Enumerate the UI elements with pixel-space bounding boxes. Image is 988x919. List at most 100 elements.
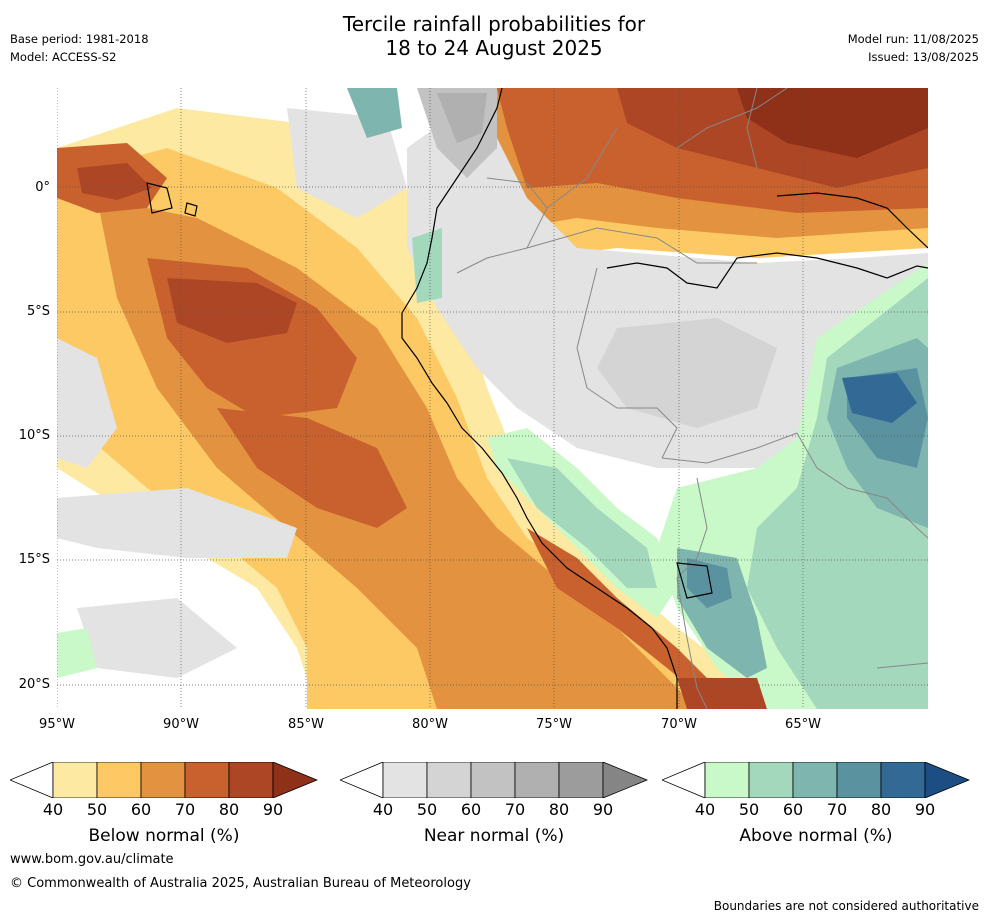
- galapagos-island-a: [146, 182, 173, 214]
- colorbar-above-bin-70: [836, 761, 882, 799]
- base-period-text: Base period: 1981-2018: [10, 32, 149, 46]
- above-80-east: [842, 373, 917, 423]
- colorbar-above-over-arrow: [924, 761, 971, 799]
- colorbar-below-tick-40: 40: [42, 800, 64, 819]
- colorbar-below-under-arrow: [8, 761, 54, 799]
- colorbar-above-tick-40: 40: [694, 800, 716, 819]
- near-40-ocean-b: [287, 108, 407, 218]
- title-line-1: Tercile rainfall probabilities for: [342, 12, 646, 36]
- colorbar-below-bin-60: [140, 761, 186, 799]
- colorbar-below-title: Below normal (%): [88, 826, 240, 846]
- colorbar-below-tick-50: 50: [86, 800, 108, 819]
- near-40-ocean-c: [57, 488, 297, 558]
- border-colombia-peru-brazil: [526, 227, 757, 264]
- border-colombia-venezuela: [546, 127, 618, 209]
- lon-label-65w: 65°W: [785, 717, 821, 732]
- colorbar-near-tick-90: 90: [592, 800, 614, 819]
- lat-label-5s: 5°S: [26, 304, 50, 319]
- above-40-ocean-a: [57, 628, 97, 678]
- near-50-interior: [597, 318, 777, 428]
- colorbar-above-tick-90: 90: [914, 800, 936, 819]
- colorbar-near-tick-40: 40: [372, 800, 394, 819]
- lat-label-0: 0°: [35, 180, 50, 195]
- colorbar-near-tick-70: 70: [504, 800, 526, 819]
- colorbar-below: [8, 761, 319, 799]
- colorbar-near-bin-50: [426, 761, 472, 799]
- near-40-ocean-a: [57, 338, 117, 468]
- colorbar-below-svg: [8, 761, 319, 799]
- near-40-interior: [407, 98, 928, 468]
- near-70-north: [437, 93, 487, 143]
- galapagos-island-b: [184, 202, 198, 217]
- below-70-region-b: [217, 408, 407, 528]
- copyright-text: © Commonwealth of Australia 2025, Austra…: [10, 876, 471, 891]
- coastline-pacific: [401, 88, 678, 709]
- lon-label-85w: 85°W: [288, 717, 324, 732]
- colorbar-near-tick-80: 80: [548, 800, 570, 819]
- below-80-region: [167, 278, 297, 343]
- border-peru-bolivia: [676, 477, 708, 709]
- page-title: Tercile rainfall probabilities for 18 to…: [0, 12, 988, 60]
- colorbar-above: [660, 761, 971, 799]
- border-bolivia-brazil-n: [661, 432, 798, 464]
- colorbar-above-bin-80: [880, 761, 926, 799]
- colorbar-near-bin-60: [470, 761, 516, 799]
- colorbar-below-tick-80: 80: [218, 800, 240, 819]
- colorbar-above-title: Above normal (%): [739, 826, 893, 846]
- colorbar-below-over-arrow: [272, 761, 319, 799]
- title-line-2: 18 to 24 August 2025: [385, 36, 603, 60]
- colorbar-above-tick-80: 80: [870, 800, 892, 819]
- border-peru-brazil: [576, 267, 678, 459]
- near-40-ocean-d: [77, 598, 237, 678]
- lat-label-20s: 20°S: [18, 677, 50, 692]
- colorbar-near-tick-60: 60: [460, 800, 482, 819]
- below-80-coast-north: [77, 163, 152, 200]
- rainfall-probability-map: [57, 88, 928, 709]
- lon-label-75w: 75°W: [536, 717, 572, 732]
- lon-label-95w: 95°W: [39, 717, 75, 732]
- colorbar-below-bin-50: [96, 761, 142, 799]
- border-venezuela-guyana: [746, 88, 758, 169]
- colorbar-above-bin-40: [704, 761, 750, 799]
- colorbar-below-bin-40: [52, 761, 98, 799]
- border-paraguay: [876, 662, 928, 669]
- border-venezuela-brazil: [676, 88, 788, 149]
- lon-label-80w: 80°W: [412, 717, 448, 732]
- colorbar-above-tick-60: 60: [782, 800, 804, 819]
- colorbar-near-tick-50: 50: [416, 800, 438, 819]
- colorbar-above-tick-50: 50: [738, 800, 760, 819]
- colorbar-below-tick-90: 90: [262, 800, 284, 819]
- issued-text: Issued: 13/08/2025: [868, 50, 979, 64]
- graticule: [57, 88, 928, 709]
- below-north-band-90: [737, 88, 928, 158]
- colorbar-below-bin-80: [228, 761, 274, 799]
- country-borders: [456, 88, 928, 709]
- website-link[interactable]: www.bom.gov.au/climate: [10, 852, 174, 867]
- border-colombia-ecuador: [456, 177, 548, 274]
- coastline: [146, 88, 928, 709]
- colorbar-near-bin-40: [382, 761, 428, 799]
- colorbar-near-title: Near normal (%): [423, 826, 565, 846]
- border-bolivia-brazil-e: [796, 432, 928, 539]
- lon-label-90w: 90°W: [163, 717, 199, 732]
- above-50-peru-coast: [507, 458, 657, 588]
- colorbar-below-bin-70: [184, 761, 230, 799]
- coastline-atlantic-north: [776, 192, 928, 249]
- colorbar-above-under-arrow: [660, 761, 706, 799]
- colorbar-above-svg: [660, 761, 971, 799]
- colorbar-above-bin-50: [748, 761, 794, 799]
- above-60-gal-north: [347, 88, 402, 138]
- model-text: Model: ACCESS-S2: [10, 50, 117, 64]
- below-80-chile-coast: [677, 678, 767, 709]
- colorbar-near: [338, 761, 649, 799]
- lat-label-10s: 10°S: [18, 428, 50, 443]
- map-svg: [57, 88, 928, 709]
- colorbar-near-bin-80: [558, 761, 604, 799]
- colorbar-below-tick-70: 70: [174, 800, 196, 819]
- coastline-amazon-river: [606, 252, 928, 289]
- lat-label-15s: 15°S: [18, 552, 50, 567]
- colorbar-near-bin-70: [514, 761, 560, 799]
- lon-label-70w: 70°W: [661, 717, 697, 732]
- colorbar-below-tick-60: 60: [130, 800, 152, 819]
- disclaimer-text: Boundaries are not considered authoritat…: [713, 899, 979, 913]
